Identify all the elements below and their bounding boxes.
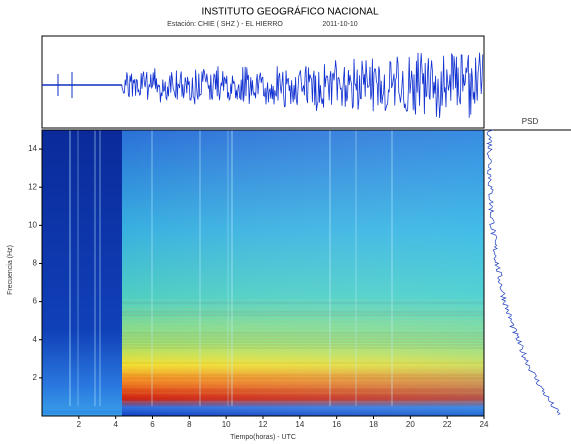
x-tick-label: 14 — [295, 420, 304, 429]
x-tick-label: 6 — [150, 420, 155, 429]
psd-curve — [486, 129, 561, 416]
x-tick-label: 4 — [113, 420, 118, 429]
y-tick-label: 8 — [33, 259, 38, 268]
y-axis-label: Frecuencia (Hz) — [7, 245, 14, 295]
x-tick-label: 22 — [443, 420, 452, 429]
spectrogram-band — [42, 410, 122, 414]
x-tick-label: 10 — [222, 420, 231, 429]
y-tick-label: 14 — [28, 144, 37, 153]
date: 2011-10-10 — [322, 21, 357, 28]
y-tick-label: 10 — [28, 220, 37, 229]
title: INSTITUTO GEOGRÁFICO NACIONAL — [201, 5, 378, 18]
y-tick-label: 2 — [33, 373, 38, 382]
x-tick-label: 2 — [77, 420, 82, 429]
seismogram-noise — [121, 52, 484, 119]
spectrogram-shade — [122, 130, 484, 416]
psd-label: PSD — [522, 117, 539, 126]
y-tick-label: 12 — [28, 182, 37, 191]
spectrogram-streaks — [69, 130, 484, 406]
subtitle: Estación: CHIE ( SHZ ) - EL HIERRO — [167, 21, 283, 28]
x-tick-label: 12 — [259, 420, 268, 429]
y-tick-label: 6 — [33, 297, 38, 306]
y-tick-label: 4 — [33, 335, 38, 344]
x-tick-label: 16 — [332, 420, 341, 429]
x-tick-label: 8 — [187, 420, 192, 429]
x-tick-label: 24 — [480, 420, 489, 429]
x-tick-label: 18 — [369, 420, 378, 429]
spectrogram-quiet — [42, 130, 122, 416]
x-tick-label: 20 — [406, 420, 415, 429]
x-axis-label: Tiempo(horas) - UTC — [230, 434, 296, 441]
seismogram-waveform — [121, 52, 484, 119]
